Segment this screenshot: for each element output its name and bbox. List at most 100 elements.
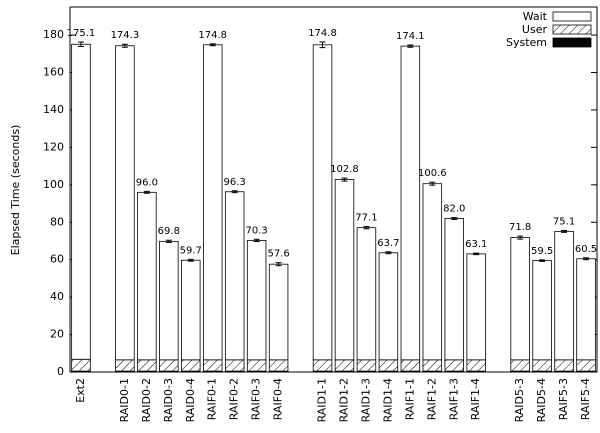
total-label: 57.6 [267,249,289,260]
legend-swatch [552,37,592,48]
total-label: 63.1 [465,239,487,250]
bar-segment [312,359,333,372]
legend-swatch [552,11,592,22]
legend-label: Wait [523,10,548,23]
error-bar [253,238,260,243]
bar-segment [378,359,399,372]
error-bar [429,181,436,186]
legend-label: User [522,23,548,36]
y-tick-label: 0 [57,365,64,378]
total-label: 174.8 [308,28,337,39]
error-bar [209,43,216,47]
x-tick-label: RAID0-4 [184,378,197,422]
bar-segment [466,253,486,361]
error-bar [187,258,194,262]
bar-segment [532,359,552,372]
bar-segment [268,359,289,372]
total-label: 77.1 [355,213,377,224]
x-tick-label: RAID1-2 [337,378,350,422]
error-bar [231,190,238,194]
error-bar [517,235,524,240]
error-bar [165,239,172,243]
bar-segment [71,43,91,360]
error-bar [275,262,282,267]
x-tick-label: RAIF1-4 [469,378,482,420]
total-label: 102.8 [330,164,359,175]
bar-segment [510,237,530,361]
plot-frame [69,6,598,373]
error-bar [143,190,150,194]
total-label: 174.8 [198,30,227,41]
x-tick-label: RAIF0-3 [250,378,263,420]
x-tick-label: RAIF0-1 [206,378,219,420]
bar-segment [444,359,465,372]
bar-segment [444,218,465,361]
total-label: 82.0 [443,204,465,215]
total-label: 96.3 [224,177,246,188]
x-tick-label: RAIF0-4 [272,378,285,420]
total-label: 75.1 [553,216,575,227]
error-bar [407,44,414,48]
x-tick-label: RAID1-3 [359,378,372,422]
total-label: 175.1 [67,28,96,39]
bar-segment [532,260,552,361]
error-bar [583,257,590,261]
y-tick-label: 140 [43,103,64,116]
error-bar [385,251,392,255]
bar-segment [71,358,91,372]
error-bar [363,226,370,230]
y-tick-label: 180 [43,28,64,41]
x-tick-label: RAIF1-1 [403,378,416,420]
x-tick-label: RAID5-3 [513,378,526,422]
y-tick-label: 120 [43,140,64,153]
bar-segment [576,359,596,372]
bar-segment [334,179,355,361]
error-bar [341,177,348,182]
bar-segment [202,44,223,361]
error-bar [539,259,546,262]
error-bar [121,43,128,48]
bar-segment [137,359,157,372]
x-tick-label: RAIF5-3 [557,378,570,420]
x-tick-label: RAIF5-4 [579,378,592,420]
total-label: 174.3 [111,30,140,41]
error-bar [473,252,480,256]
x-tick-label: RAID0-3 [162,378,175,422]
bar-segment [268,263,289,361]
bar-segment [137,191,157,361]
y-tick-label: 20 [50,328,64,341]
x-tick-label: RAIF0-2 [228,378,241,420]
y-tick-label: 160 [43,66,64,79]
bar-segment [400,45,421,361]
total-label: 69.8 [158,226,180,237]
total-label: 71.8 [509,222,531,233]
bar-segment [378,252,399,361]
y-tick-label: 60 [50,253,64,266]
bar-segment [334,359,355,372]
bar-segment [159,359,179,372]
x-tick-label: RAIF1-3 [447,378,460,420]
bar-segment [510,359,530,372]
y-tick-label: 80 [50,215,64,228]
x-tick-label: RAID5-4 [535,378,548,422]
y-tick-label: 40 [50,290,64,303]
bar-segment [422,183,443,361]
x-tick-label: RAIF1-2 [425,378,438,420]
total-label: 70.3 [246,225,268,236]
bar-segment [422,359,443,372]
bar-segment [115,359,135,372]
bar-segment [554,359,574,372]
error-bar [77,41,84,47]
error-bar [319,41,326,49]
bar-segment [356,359,377,372]
bar-segment [576,258,596,361]
x-tick-label: RAID1-4 [381,378,394,422]
bar-segment [159,240,179,361]
total-label: 59.7 [180,245,202,256]
bar-segment [224,359,245,372]
legend-swatch [552,24,592,35]
total-label: 63.7 [377,238,399,249]
bar-segment [466,359,486,372]
bar-segment [115,45,135,361]
